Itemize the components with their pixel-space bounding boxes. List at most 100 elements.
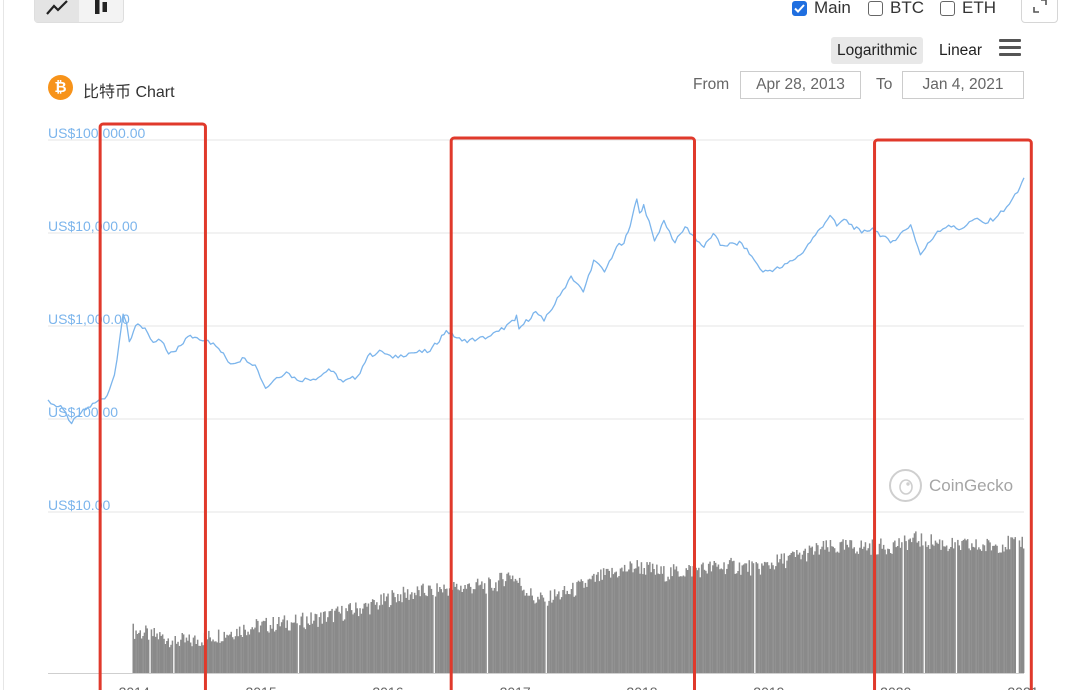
volume-bar — [440, 589, 442, 673]
to-date-input[interactable]: Jan 4, 2021 — [902, 71, 1024, 99]
volume-bar — [1021, 536, 1023, 673]
volume-bar — [607, 568, 609, 673]
volume-bar — [300, 616, 302, 673]
volume-bar — [355, 602, 357, 673]
logarithmic-scale-button[interactable]: Logarithmic — [831, 37, 924, 64]
volume-bar — [626, 571, 629, 673]
volume-bar — [752, 563, 755, 673]
volume-bar — [177, 641, 179, 673]
volume-bar — [745, 563, 748, 673]
volume-bar — [727, 564, 729, 673]
volume-bar — [696, 570, 699, 673]
volume-bar — [439, 587, 441, 673]
volume-bar — [957, 539, 959, 673]
volume-bar — [513, 581, 515, 673]
volume-bar — [584, 582, 587, 673]
volume-bar — [853, 547, 855, 673]
volume-bar — [635, 568, 637, 673]
y-tick-label: US$10,000.00 — [48, 218, 138, 234]
volume-bar — [656, 564, 658, 673]
volume-bar — [819, 549, 822, 673]
volume-bar — [833, 548, 836, 673]
from-date-input[interactable]: Apr 28, 2013 — [740, 71, 861, 99]
checkbox-eth[interactable] — [940, 0, 955, 16]
volume-bar — [985, 551, 987, 673]
volume-bar — [860, 540, 862, 673]
volume-bar — [206, 639, 209, 673]
volume-bar — [335, 608, 337, 673]
volume-bar — [322, 611, 325, 673]
series-toggle-eth[interactable]: ETH — [940, 0, 996, 18]
volume-bar — [818, 554, 820, 673]
volume-bar — [717, 564, 720, 673]
volume-bar — [623, 564, 626, 673]
line-chart-button[interactable] — [35, 0, 79, 22]
volume-bar — [758, 568, 760, 673]
x-tick-label: 2016 — [372, 684, 403, 690]
x-tick-label: 2014 — [119, 684, 150, 690]
volume-bar — [171, 640, 174, 673]
volume-bar — [339, 613, 342, 673]
checkbox-btc[interactable] — [868, 0, 883, 16]
volume-bar — [324, 611, 326, 673]
volume-bar — [272, 617, 274, 673]
volume-bar — [345, 608, 347, 673]
volume-bar — [187, 640, 189, 673]
series-toggle-btc[interactable]: BTC — [868, 0, 924, 18]
volume-bar — [303, 627, 305, 673]
volume-bar — [539, 592, 542, 673]
volume-bar — [829, 540, 832, 673]
series-label-btc: BTC — [890, 0, 924, 17]
volume-bar — [395, 602, 398, 673]
candlestick-chart-button[interactable] — [79, 0, 123, 22]
series-toggle-main[interactable]: Main — [792, 0, 851, 18]
volume-bar — [944, 546, 946, 673]
volume-bar — [828, 551, 830, 673]
volume-bar — [630, 563, 633, 673]
volume-bar — [170, 644, 172, 673]
volume-bar — [1006, 549, 1008, 673]
volume-bar — [612, 574, 615, 673]
volume-bar — [150, 629, 153, 673]
expand-button[interactable] — [1021, 0, 1058, 23]
volume-bar — [405, 597, 407, 673]
volume-bar — [724, 574, 727, 673]
volume-bar — [462, 588, 465, 673]
volume-bar — [801, 554, 804, 673]
volume-bar — [367, 603, 370, 673]
volume-bar — [990, 550, 993, 673]
volume-bar — [783, 553, 785, 673]
volume-bar — [593, 573, 595, 673]
volume-bar — [258, 632, 260, 673]
volume-bar — [594, 581, 596, 673]
volume-bar — [422, 583, 424, 673]
volume-bar — [517, 582, 519, 673]
volume-bar — [675, 566, 678, 673]
volume-bar — [987, 540, 990, 673]
volume-bar — [892, 542, 895, 673]
volume-bar — [720, 568, 722, 673]
volume-bar — [310, 612, 312, 673]
volume-bar — [252, 629, 255, 673]
linear-scale-button[interactable]: Linear — [939, 41, 983, 59]
volume-bar — [429, 585, 431, 673]
volume-bar — [468, 583, 470, 673]
volume-bar — [808, 545, 811, 673]
volume-bar — [455, 583, 458, 673]
volume-bar — [356, 608, 358, 673]
volume-bar — [716, 566, 718, 673]
volume-bar — [980, 550, 983, 673]
volume-bar — [350, 610, 353, 673]
volume-bar — [999, 552, 1001, 673]
volume-bar — [254, 627, 256, 673]
volume-bar — [546, 605, 549, 673]
volume-bar — [406, 589, 409, 673]
volume-bar — [842, 539, 844, 673]
checkbox-main[interactable] — [792, 0, 807, 16]
volume-bar — [490, 587, 493, 673]
volume-bar — [331, 608, 333, 673]
hamburger-menu-icon[interactable] — [999, 39, 1021, 57]
volume-bar — [814, 551, 816, 673]
volume-bar — [332, 622, 335, 673]
volume-bar — [566, 590, 568, 673]
